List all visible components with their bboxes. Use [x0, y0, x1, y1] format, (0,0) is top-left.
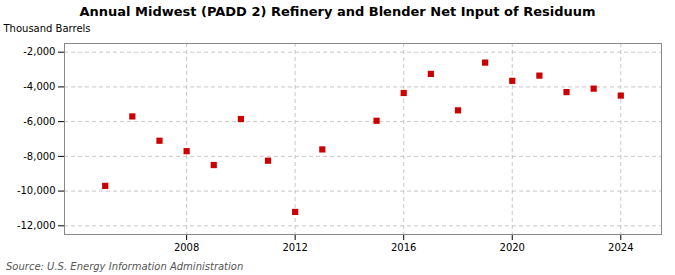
svg-text:2012: 2012 — [282, 242, 307, 253]
svg-text:2020: 2020 — [500, 242, 525, 253]
svg-text:-10,000: -10,000 — [17, 185, 56, 196]
svg-text:-6,000: -6,000 — [23, 116, 55, 127]
svg-text:-12,000: -12,000 — [17, 220, 56, 231]
svg-text:2024: 2024 — [608, 242, 633, 253]
svg-text:Thousand Barrels: Thousand Barrels — [3, 23, 91, 34]
svg-text:-2,000: -2,000 — [23, 46, 55, 57]
html-text:Source: U.S. Energy Informatio: Source: U.S. Energy Information Administ… — [6, 261, 244, 272]
svg-text:2016: 2016 — [391, 242, 416, 253]
svg-text:2008: 2008 — [174, 242, 199, 253]
html-text:Annual Midwest (PADD 2) Refine: Annual Midwest (PADD 2) Refinery and Ble… — [79, 4, 596, 19]
svg-text:-4,000: -4,000 — [23, 81, 55, 92]
svg-text:-8,000: -8,000 — [23, 151, 55, 162]
